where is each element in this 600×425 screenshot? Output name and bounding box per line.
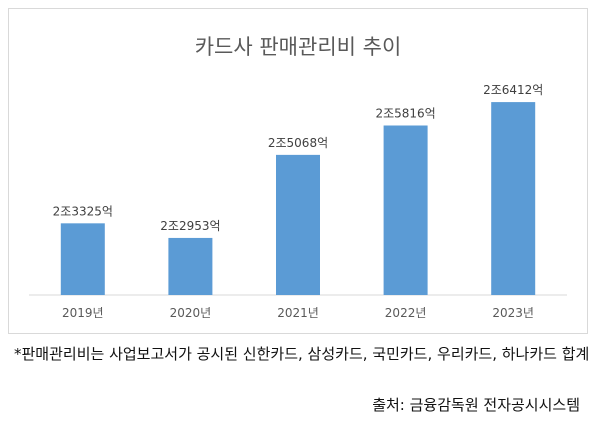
x-tick-label-4: 2022년 [385, 306, 427, 320]
footnote: *판매관리비는 사업보고서가 공시된 신한카드, 삼성카드, 국민카드, 우리카… [14, 345, 590, 363]
bar-2 [168, 237, 213, 295]
bar-chart: 2조3325억 2019년 2조2953억 2020년 2조5068억 2021년 2조58… [29, 83, 567, 320]
data-label-1: 2조3325억 [53, 204, 113, 218]
chart-title: 카드사 판매관리비 추이 [194, 35, 402, 59]
data-label-5: 2조6412억 [483, 83, 543, 97]
data-label-3: 2조5068억 [268, 136, 328, 150]
bar-4 [383, 125, 428, 296]
chart-container: 카드사 판매관리비 추이 2조3325억 2019년 2조2953억 2020년 2조5… [8, 8, 588, 334]
bar-5 [491, 102, 536, 295]
x-tick-label-2: 2020년 [170, 306, 212, 320]
x-tick-label-1: 2019년 [62, 306, 104, 320]
x-tick-label-5: 2023년 [492, 306, 534, 320]
bar-1 [60, 223, 105, 295]
x-tick-label-3: 2021년 [277, 306, 319, 320]
data-label-4: 2조5816억 [375, 106, 435, 120]
data-label-2: 2조2953억 [160, 219, 220, 233]
bar-3 [276, 154, 320, 295]
source-credit: 출처: 금융감독원 전자공시시스템 [372, 396, 580, 414]
